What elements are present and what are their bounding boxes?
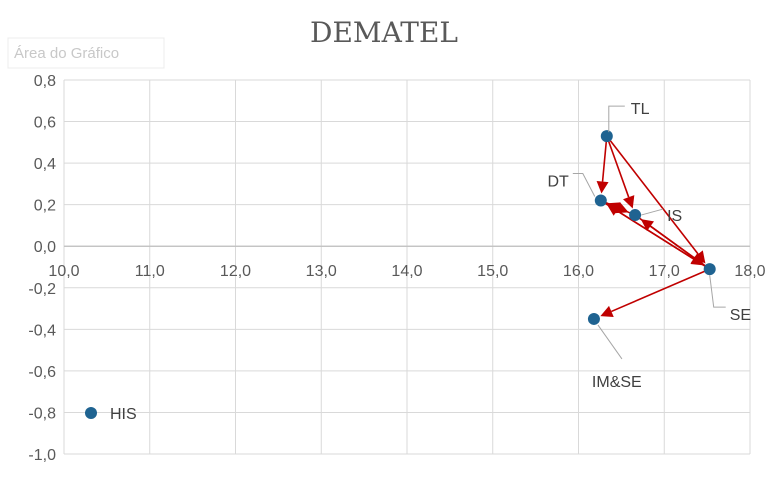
leader-line-IS — [640, 208, 664, 216]
point-label-TL: TL — [631, 101, 650, 118]
arrowhead-TL-to-DT — [596, 181, 609, 194]
x-tick-label: 15,0 — [477, 263, 508, 280]
point-label-IM&SE: IM&SE — [592, 374, 642, 391]
x-tick-label: 12,0 — [220, 263, 251, 280]
arrow-TL-to-IS — [606, 135, 630, 198]
x-tick-label: 14,0 — [391, 263, 422, 280]
point-TL — [600, 130, 613, 143]
arrowhead-SE-to-DT — [606, 204, 621, 216]
y-tick-label: 0,0 — [34, 239, 56, 256]
y-tick-label: -1,0 — [28, 447, 56, 464]
leader-line-DT — [572, 173, 596, 197]
point-IS — [629, 209, 642, 222]
y-tick-label: 0,8 — [34, 73, 56, 90]
arrowhead-SE-to-IM&SE — [600, 305, 614, 317]
arrow-SE-to-DT — [616, 209, 711, 270]
y-tick-label: -0,2 — [28, 281, 56, 298]
y-tick-label: 0,6 — [34, 115, 56, 132]
point-SE — [703, 263, 716, 276]
arrowhead-TL-to-IS — [623, 195, 635, 209]
y-tick-label: -0,6 — [28, 364, 56, 381]
x-tick-label: 11,0 — [135, 263, 165, 280]
arrow-SE-to-IM&SE — [611, 268, 711, 313]
chart-area-label: Área do Gráfico — [14, 45, 119, 62]
x-tick-label: 17,0 — [649, 263, 680, 280]
arrowhead-SE-to-IS — [640, 219, 655, 232]
arrow-TL-to-SE — [606, 135, 699, 255]
legend-marker — [85, 407, 97, 419]
arrow-TL-to-DT — [601, 136, 608, 182]
legend-label: HIS — [110, 406, 137, 423]
leader-line-TL — [608, 105, 625, 133]
legend: HIS — [85, 406, 137, 423]
gridlines — [63, 79, 751, 455]
y-axis-ticks: 0,8 0,6 0,4 0,2 0,0 -0,2 -0,4 -0,6 -0,8 -1,0 — [28, 73, 56, 464]
y-tick-label: 0,2 — [34, 198, 56, 215]
data-points — [587, 130, 716, 325]
point-labels: TL DT IS SE IM&SE — [547, 101, 751, 391]
arrow-SE-to-IS — [650, 225, 711, 270]
x-tick-label: 13,0 — [306, 263, 337, 280]
point-label-SE: SE — [730, 307, 751, 324]
point-IM&SE — [587, 312, 600, 325]
point-label-IS: IS — [667, 208, 682, 225]
x-tick-label: 16,0 — [563, 263, 594, 280]
x-axis-ticks: 10,0 11,0 12,0 13,0 14,0 15,0 16,0 17,0 18,0 — [48, 263, 765, 280]
leader-line-SE — [709, 275, 726, 308]
y-tick-label: -0,8 — [28, 405, 56, 422]
leader-line-IM&SE — [597, 324, 623, 360]
y-tick-label: -0,4 — [28, 322, 56, 339]
point-label-DT: DT — [547, 174, 569, 191]
x-tick-label: 10,0 — [48, 263, 79, 280]
point-DT — [594, 194, 607, 207]
y-tick-label: 0,4 — [34, 156, 56, 173]
chart-title: DEMATEL — [310, 16, 458, 49]
x-tick-label: 18,0 — [734, 263, 765, 280]
chart-area-label-box — [7, 37, 165, 69]
